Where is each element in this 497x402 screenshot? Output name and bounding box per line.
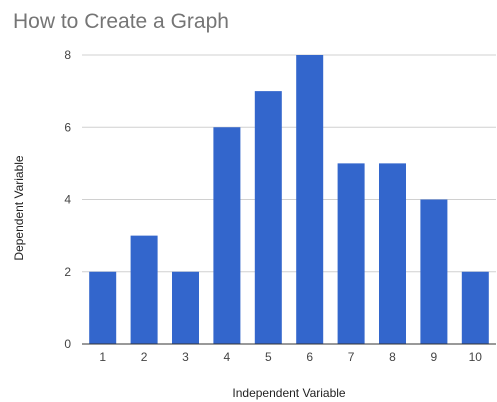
y-tick-labels: 0 2 4 6 8 <box>64 48 71 351</box>
x-tick-label: 7 <box>348 350 355 364</box>
x-tick-label: 4 <box>224 350 231 364</box>
bar-1 <box>89 271 117 344</box>
bars <box>89 55 489 344</box>
x-axis-label: Independent Variable <box>232 386 346 400</box>
y-tick-label: 4 <box>64 193 71 207</box>
bar-6 <box>296 55 324 344</box>
bar-8 <box>379 163 406 344</box>
x-tick-label: 10 <box>469 350 483 364</box>
bar-10 <box>461 271 489 344</box>
x-tick-label: 3 <box>182 350 189 364</box>
bar-4 <box>213 127 241 344</box>
bar-2 <box>130 235 158 344</box>
bar-3 <box>172 271 199 344</box>
x-tick-label: 6 <box>306 350 313 364</box>
bar-7 <box>337 163 365 344</box>
bar-5 <box>254 91 282 344</box>
x-tick-label: 8 <box>389 350 396 364</box>
y-tick-label: 6 <box>64 120 71 134</box>
y-tick-label: 0 <box>64 337 71 351</box>
x-tick-label: 5 <box>265 350 272 364</box>
y-axis-label: Dependent Variable <box>12 155 26 261</box>
y-tick-label: 8 <box>64 48 71 62</box>
chart-title: How to Create a Graph <box>13 10 229 33</box>
bar-9 <box>420 199 448 344</box>
x-tick-labels: 1 2 3 4 5 6 7 8 9 10 <box>99 350 482 364</box>
x-tick-label: 1 <box>99 350 106 364</box>
y-tick-label: 2 <box>64 265 71 279</box>
x-tick-label: 2 <box>141 350 148 364</box>
x-tick-label: 9 <box>431 350 438 364</box>
